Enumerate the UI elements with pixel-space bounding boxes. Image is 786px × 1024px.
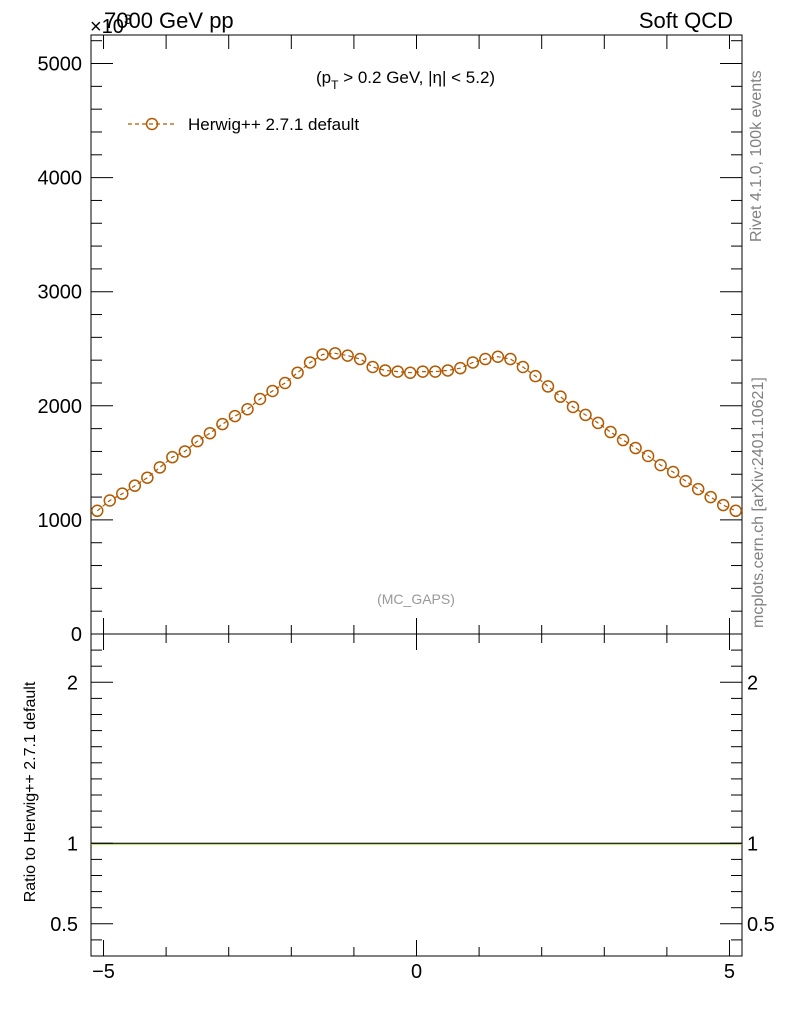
data-point <box>216 417 229 431</box>
data-point <box>341 349 354 362</box>
ratio-y-tick-label-left: 1 <box>67 833 78 855</box>
data-point <box>291 366 304 379</box>
data-point <box>679 474 692 488</box>
series-connector-lines <box>96 352 736 512</box>
data-point <box>566 400 580 414</box>
data-point <box>116 487 129 500</box>
ratio-y-tick-label-right: 2 <box>747 672 758 694</box>
data-point <box>153 461 167 474</box>
ratio-y-axis-label: Ratio to Herwig++ 2.7.1 default <box>22 681 39 902</box>
data-point <box>278 376 292 390</box>
data-point <box>704 490 717 504</box>
analysis-tag: (MC_GAPS) <box>377 591 455 607</box>
y-tick-label: 2000 <box>38 396 83 418</box>
rivet-label: Rivet 4.1.0, 100k events <box>748 70 765 242</box>
data-point <box>316 348 329 361</box>
x-tick-label: −5 <box>92 961 115 983</box>
data-point <box>616 433 630 447</box>
data-point <box>391 365 404 378</box>
data-point <box>378 364 392 377</box>
data-point <box>716 498 730 512</box>
x-tick-label: 5 <box>724 961 735 983</box>
main-plot-panel: 1000 2000 3000 4000 5000 0 (pT > 0.2 GeV, |η… <box>38 34 743 646</box>
cut-annotation: (pT > 0.2 GeV, |η| < 5.2) <box>316 68 495 92</box>
ratio-y-tick-label-left: 2 <box>67 672 78 694</box>
data-point <box>541 380 555 393</box>
data-point <box>178 445 192 458</box>
data-point <box>666 465 680 479</box>
data-point <box>91 504 104 518</box>
x-tick-label: 0 <box>411 961 422 983</box>
data-point <box>629 441 642 455</box>
data-point <box>554 390 567 403</box>
ratio-y-tick-label-right: 0.5 <box>747 914 775 936</box>
data-point <box>491 350 505 363</box>
data-point <box>141 471 154 484</box>
data-point <box>266 384 279 398</box>
data-point <box>303 356 317 369</box>
main-axis-ticks <box>91 35 742 634</box>
data-point <box>429 365 442 378</box>
x-tick-labels: −5 0 5 <box>92 961 735 983</box>
header-exponent: ×103 <box>90 11 132 38</box>
data-point <box>228 409 242 423</box>
data-point <box>529 369 542 383</box>
header-left-title: 7000 GeV pp <box>104 8 234 33</box>
header-right-title: Soft QCD <box>639 8 733 33</box>
ratio-y-tick-label-left: 0.5 <box>50 914 78 936</box>
data-point <box>241 402 254 416</box>
ratio-axis-ticks <box>91 633 742 956</box>
mcplots-label: mcplots.cern.ch [arXiv:2401.10621] <box>750 377 767 628</box>
ratio-y-tick-labels: 0.5 0.5 1 1 2 2 <box>50 672 775 936</box>
data-point <box>604 425 617 439</box>
legend: Herwig++ 2.7.1 default <box>128 115 359 134</box>
data-point <box>504 352 517 366</box>
data-point <box>441 364 455 377</box>
ratio-y-tick-label-right: 1 <box>747 833 758 855</box>
data-point <box>253 392 267 406</box>
y-tick-label: 4000 <box>38 168 83 190</box>
data-point <box>654 458 667 472</box>
data-point <box>729 504 742 518</box>
data-point <box>328 347 342 360</box>
ratio-uncertainty-band <box>91 842 742 845</box>
y-tick-label: 1000 <box>38 510 83 532</box>
data-point <box>353 352 367 366</box>
data-point <box>166 450 179 464</box>
data-point <box>591 416 605 430</box>
legend-label: Herwig++ 2.7.1 default <box>188 115 359 134</box>
series-line <box>96 352 736 512</box>
data-point <box>366 360 379 374</box>
data-point <box>103 494 117 507</box>
data-point <box>691 482 705 496</box>
data-point <box>203 426 217 440</box>
main-y-tick-labels: 1000 2000 3000 4000 5000 <box>38 54 83 532</box>
data-point <box>416 365 430 378</box>
data-point <box>466 356 480 369</box>
data-point <box>454 361 467 375</box>
data-point <box>641 449 655 463</box>
data-point <box>191 434 204 448</box>
ratio-plot-panel: 0.5 0.5 1 1 2 2 −5 0 5 Ratio to Herwig++ 2.7.1 … <box>22 633 775 983</box>
data-point <box>128 479 142 492</box>
y-tick-label: 5000 <box>38 54 83 76</box>
data-point <box>516 360 530 374</box>
series-points <box>91 347 742 518</box>
ratio-plot-frame <box>90 633 743 957</box>
data-point <box>479 352 492 366</box>
y-tick-label: 3000 <box>38 282 83 304</box>
main-y-zero-label: 0 <box>71 624 82 646</box>
data-point <box>403 366 417 379</box>
data-point <box>579 408 592 422</box>
legend-marker <box>145 117 159 131</box>
